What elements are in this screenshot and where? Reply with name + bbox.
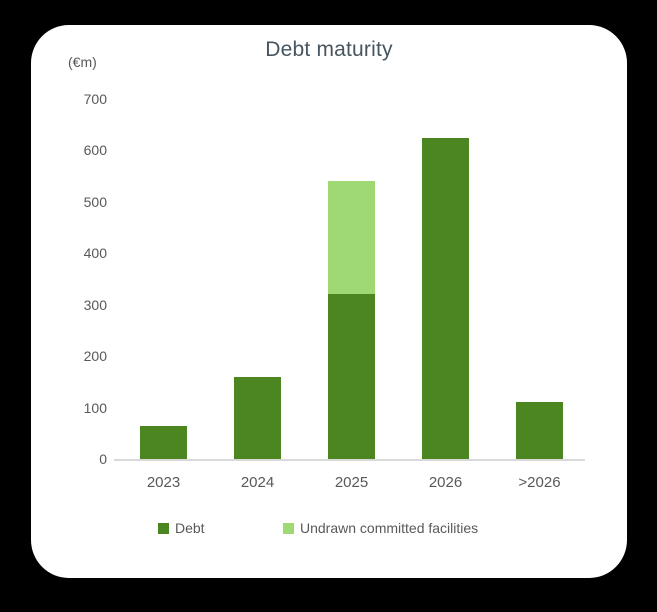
legend-item: Debt	[158, 519, 205, 537]
legend-label: Undrawn committed facilities	[300, 520, 479, 536]
legend-item: Undrawn committed facilities	[283, 519, 478, 537]
y-axis-tick-label: 400	[83, 245, 107, 262]
legend-label: Debt	[175, 520, 205, 536]
bar-segment-debt-cat3	[422, 137, 469, 459]
y-axis-tick-label: 0	[99, 451, 107, 467]
bar-segment-debt-cat4	[516, 402, 563, 459]
y-axis-tick-label: 700	[83, 91, 107, 107]
bar-segment-debt-cat1	[234, 376, 281, 459]
bar-segment-undrawn-cat2	[328, 181, 375, 295]
chart-card: Debt maturity (€m) 0 100 200 300 400 500 600 70…	[31, 25, 627, 578]
x-axis-label: 2025	[334, 474, 369, 491]
chart-title: Debt maturity	[265, 38, 393, 61]
x-axis-label: 2026	[428, 474, 463, 491]
legend-swatch-icon	[283, 522, 294, 534]
plot-area	[114, 99, 585, 461]
bar-segment-debt-cat0	[140, 425, 187, 459]
x-axis-label: >2026	[518, 474, 561, 491]
bar-segment-debt-cat2	[328, 294, 375, 459]
y-axis-tick-label: 300	[83, 296, 107, 313]
x-axis-label: 2024	[240, 474, 275, 491]
y-axis-unit-label: (€m)	[68, 54, 97, 70]
y-axis-tick-label: 200	[83, 348, 107, 365]
y-axis-tick-label: 100	[83, 399, 107, 416]
x-axis-line	[114, 459, 585, 461]
x-axis-label: 2023	[146, 474, 181, 491]
y-axis-tick-label: 600	[83, 142, 107, 159]
legend-swatch-icon	[158, 522, 169, 534]
y-axis-tick-label: 500	[83, 193, 107, 210]
